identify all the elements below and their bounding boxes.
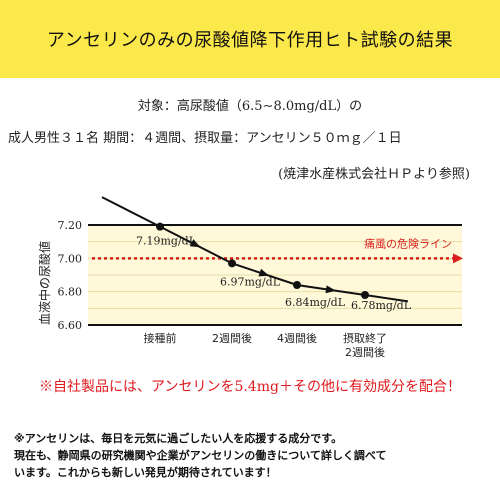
data-value-label: 6.97mg/dL	[220, 275, 281, 288]
x-category-label: 摂取終了	[343, 331, 387, 345]
data-point	[156, 222, 164, 231]
footer-line-2: 現在も、静岡県の研究機関や企業がアンセリンの働きについて詳しく調べて	[14, 449, 387, 462]
x-category-label: 4週間後	[277, 331, 317, 345]
y-tick-label: 7.00	[58, 252, 83, 265]
direction-arrow	[325, 285, 336, 294]
data-value-label: 6.84mg/dL	[285, 296, 346, 309]
threshold-line-group: 痛風の危険ライン	[92, 236, 463, 264]
y-tick-label: 6.80	[58, 286, 83, 299]
data-point	[293, 281, 301, 289]
data-value-label: 7.19mg/dL	[136, 235, 197, 248]
study-source: (焼津水産株式会社ＨＰより参照)	[278, 167, 470, 182]
direction-arrow	[258, 268, 270, 277]
y-axis-label: 血液中の尿酸値	[37, 241, 52, 325]
data-value-label: 6.78mg/dL	[351, 299, 412, 312]
threshold-arrowhead	[453, 253, 463, 264]
footer-line-1: ※アンセリンは、毎日を元気に過ごしたい人を応援する成分です。	[14, 432, 343, 445]
x-category-label: 接種前	[144, 331, 177, 345]
data-label-group: 7.19mg/dL 6.97mg/dL 6.84mg/dL 6.78mg/dL	[136, 235, 412, 312]
footer-line-3: います。これからも新しい発見が期待されています！	[14, 466, 277, 479]
y-tick-label: 7.20	[58, 219, 83, 232]
study-conditions: 成人男性３１名 期間：４週間、摂取量：アンセリン５０ｍｇ／１日	[8, 131, 402, 146]
direction-arrow	[189, 239, 201, 248]
page-title: アンセリンのみの尿酸値降下作用ヒト試験の結果	[46, 30, 454, 51]
x-category-label: 2週間後	[212, 331, 252, 345]
y-tick-label: 6.60	[58, 319, 83, 332]
study-subject: 対象：高尿酸値（6.5∼8.0mg/dL）の	[137, 99, 363, 114]
data-point	[361, 291, 369, 299]
x-category-label: 2週間後	[345, 345, 385, 359]
footer-note: ※アンセリンは、毎日を元気に過ごしたい人を応援する成分です。 現在も、静岡県の研…	[14, 430, 490, 481]
series-line-group	[101, 196, 409, 303]
header-banner: アンセリンのみの尿酸値降下作用ヒト試験の結果	[0, 0, 500, 78]
threshold-label: 痛風の危険ライン	[364, 236, 452, 250]
data-point	[228, 259, 236, 268]
uric-acid-chart: 痛風の危険ライン 7.19mg/dL 6.97mg/dL 6.84mg/dL 6.78…	[37, 196, 463, 359]
product-notice: ※自社製品には、アンセリンを5.4mg＋その他に有効成分を配合！	[39, 379, 461, 395]
